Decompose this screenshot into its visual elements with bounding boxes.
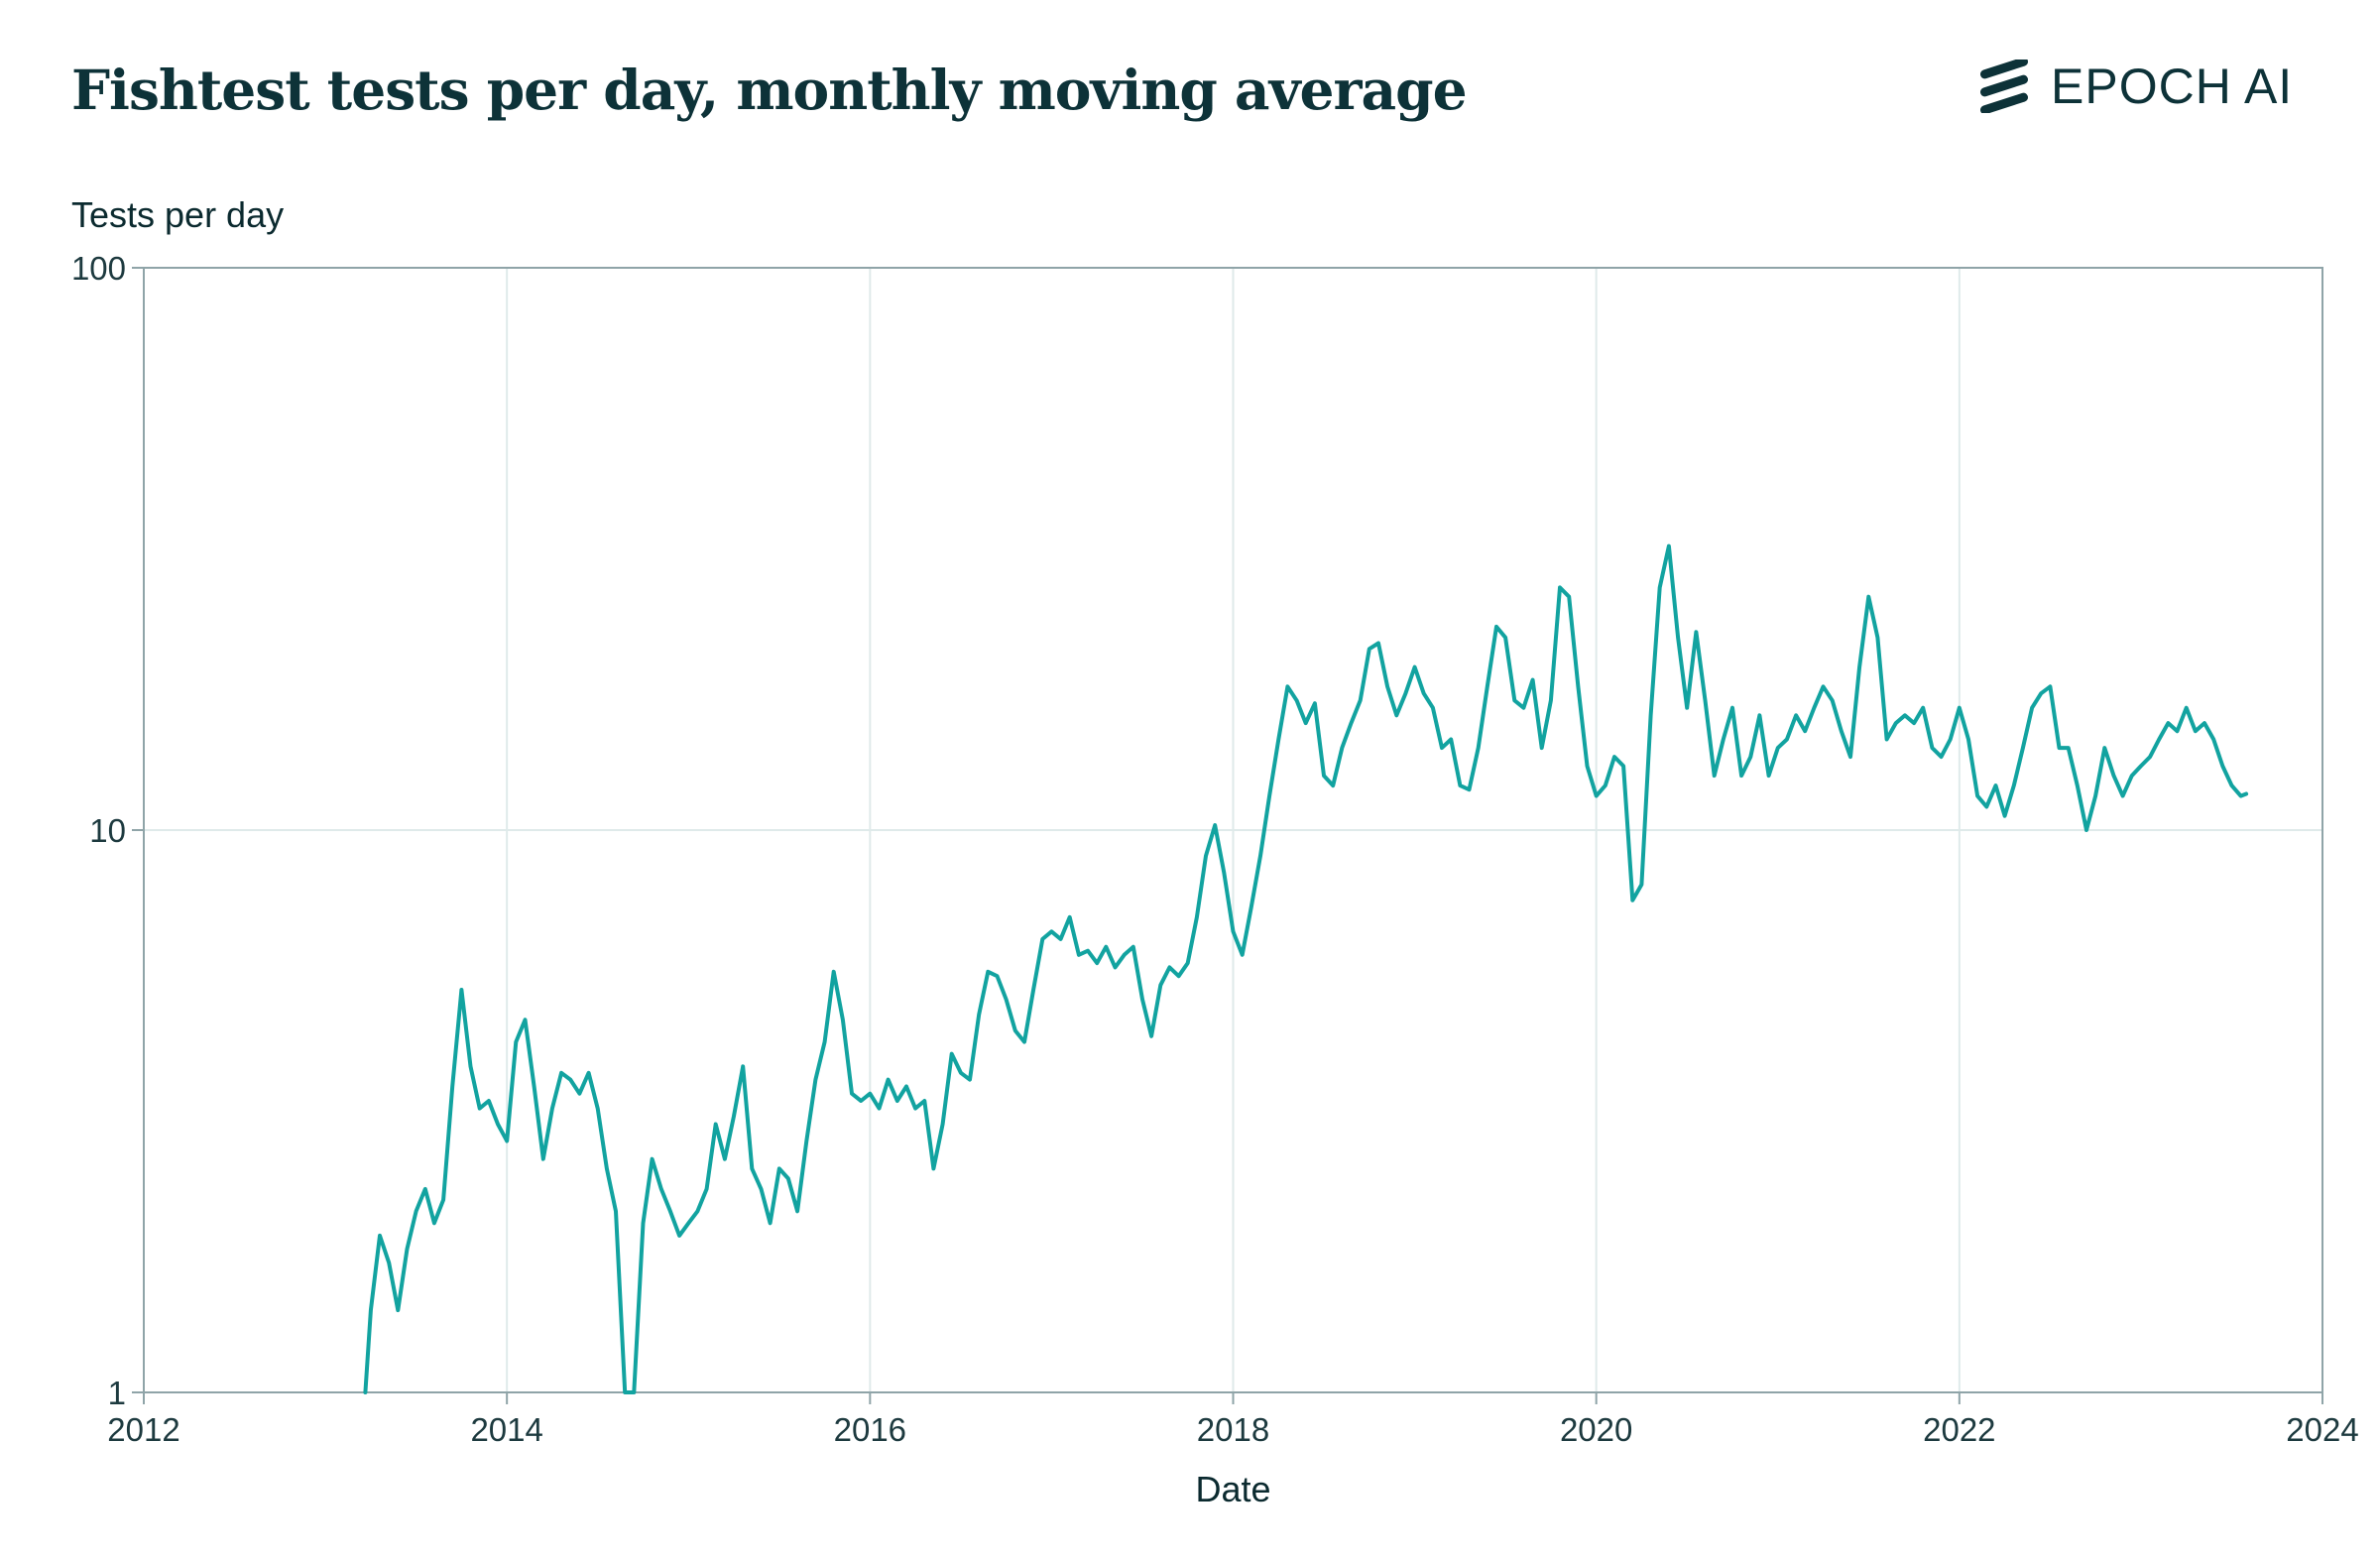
x-tick-label: 2022 xyxy=(1923,1411,1995,1448)
brand-logo: EPOCH AI xyxy=(1975,58,2293,115)
x-tick-label: 2024 xyxy=(2286,1411,2358,1448)
chart-title: Fishtest tests per day, monthly moving a… xyxy=(71,58,1468,122)
brand-name: EPOCH AI xyxy=(2051,59,2294,114)
x-tick-label: 2016 xyxy=(834,1411,906,1448)
y-tick-label: 10 xyxy=(89,812,126,849)
x-tick-label: 2018 xyxy=(1197,1411,1269,1448)
y-tick-label: 1 xyxy=(108,1375,126,1411)
grid-lines xyxy=(143,267,2323,1393)
x-tick-label: 2012 xyxy=(107,1411,179,1448)
epoch-logo-icon xyxy=(1980,60,2028,113)
x-tick-label: 2020 xyxy=(1560,1411,1632,1448)
y-axis-label: Tests per day xyxy=(71,194,285,235)
series-line xyxy=(363,543,2249,1394)
y-tick-label: 100 xyxy=(71,250,126,287)
series-layer xyxy=(363,543,2249,1394)
tick-labels: 2012 2014 2016 2018 2020 2022 2024 1 10 100 xyxy=(71,250,2359,1448)
x-tick-label: 2014 xyxy=(470,1411,542,1448)
x-axis-label: Date xyxy=(1195,1469,1270,1509)
